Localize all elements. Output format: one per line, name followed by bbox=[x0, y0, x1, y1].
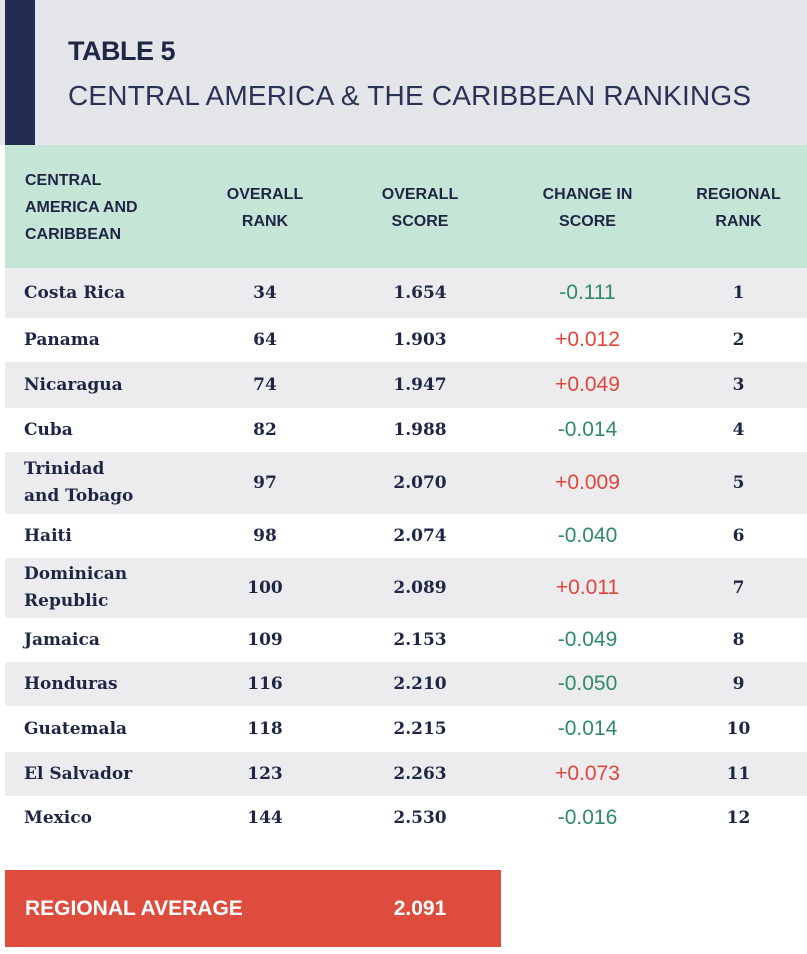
regional-rank: 7 bbox=[732, 578, 745, 598]
overall-score: 1.654 bbox=[393, 283, 447, 303]
regional-rank: 4 bbox=[732, 420, 745, 440]
table-row: Mexico 144 2.530 -0.016 12 bbox=[5, 796, 807, 840]
table-subtitle: CENTRAL AMERICA & THE CARIBBEAN RANKINGS bbox=[68, 80, 752, 111]
regional-rank: 10 bbox=[726, 719, 751, 739]
header-regional-rank: REGIONAL RANK bbox=[696, 186, 781, 230]
change-in-score: -0.049 bbox=[557, 628, 618, 651]
table-row: Nicaragua 74 1.947 +0.049 3 bbox=[5, 362, 807, 408]
change-in-score: -0.050 bbox=[557, 672, 618, 695]
change-in-score: +0.073 bbox=[555, 762, 620, 785]
country-name: Panama bbox=[24, 329, 100, 350]
overall-rank: 144 bbox=[247, 808, 283, 828]
regional-average-bar: REGIONAL AVERAGE 2.091 bbox=[5, 870, 501, 947]
overall-rank: 74 bbox=[253, 375, 277, 395]
table-row: Guatemala 118 2.215 -0.014 10 bbox=[5, 706, 807, 752]
overall-score: 1.988 bbox=[393, 420, 447, 440]
regional-rank: 12 bbox=[726, 808, 751, 828]
overall-score: 2.215 bbox=[393, 719, 447, 739]
country-name: Haiti bbox=[24, 525, 72, 546]
table-row: Haiti 98 2.074 -0.040 6 bbox=[5, 514, 807, 558]
overall-rank: 116 bbox=[247, 674, 283, 694]
table-row: Jamaica 109 2.153 -0.049 8 bbox=[5, 618, 807, 662]
change-in-score: +0.049 bbox=[555, 373, 620, 396]
country-name: Cuba bbox=[24, 419, 73, 440]
regional-rank: 6 bbox=[732, 526, 745, 546]
regional-rank: 1 bbox=[732, 283, 745, 303]
overall-rank: 118 bbox=[247, 719, 283, 739]
overall-score: 2.074 bbox=[393, 526, 447, 546]
table-title-area: TABLE 5 CENTRAL AMERICA & THE CARIBBEAN … bbox=[0, 0, 807, 145]
regional-rank: 3 bbox=[732, 375, 745, 395]
table-row: Honduras 116 2.210 -0.050 9 bbox=[5, 662, 807, 706]
header-overall-rank: OVERALL RANK bbox=[226, 186, 304, 230]
overall-score: 1.903 bbox=[393, 330, 447, 350]
change-in-score: -0.014 bbox=[557, 418, 618, 441]
overall-score: 2.089 bbox=[393, 578, 447, 598]
country-name: Trinidad and Tobago bbox=[24, 459, 134, 506]
change-in-score: +0.011 bbox=[555, 576, 620, 599]
country-name: Nicaragua bbox=[24, 374, 123, 395]
overall-score: 2.210 bbox=[393, 674, 447, 694]
table-row: El Salvador 123 2.263 +0.073 11 bbox=[5, 752, 807, 796]
table-row: Cuba 82 1.988 -0.014 4 bbox=[5, 408, 807, 452]
country-name: Guatemala bbox=[24, 718, 128, 739]
country-name: Costa Rica bbox=[24, 282, 126, 303]
table-row: Trinidad and Tobago 97 2.070 +0.009 5 bbox=[5, 452, 807, 514]
table-row: Costa Rica 34 1.654 -0.111 1 bbox=[5, 268, 807, 318]
regional-rank: 9 bbox=[732, 674, 745, 694]
regional-average-label: REGIONAL AVERAGE bbox=[25, 896, 243, 920]
change-in-score: +0.009 bbox=[555, 471, 620, 494]
change-in-score: -0.014 bbox=[557, 717, 618, 740]
overall-rank: 82 bbox=[253, 420, 277, 440]
country-name: El Salvador bbox=[24, 763, 133, 784]
regional-rank: 5 bbox=[732, 473, 745, 493]
overall-rank: 100 bbox=[247, 578, 283, 598]
country-name: Honduras bbox=[24, 673, 118, 694]
change-in-score: -0.040 bbox=[557, 524, 618, 547]
overall-score: 2.530 bbox=[393, 808, 447, 828]
header-region: CENTRAL AMERICA AND CARIBBEAN bbox=[25, 172, 138, 243]
overall-rank: 123 bbox=[247, 764, 283, 784]
regional-rank: 11 bbox=[726, 764, 751, 784]
change-in-score: -0.016 bbox=[557, 806, 618, 829]
regional-average-value: 2.091 bbox=[393, 896, 447, 920]
overall-score: 2.263 bbox=[393, 764, 447, 784]
accent-bar bbox=[5, 0, 35, 145]
regional-rank: 8 bbox=[732, 630, 745, 650]
overall-score: 2.070 bbox=[393, 473, 447, 493]
overall-rank: 34 bbox=[253, 283, 277, 303]
country-name: Dominican Republic bbox=[24, 564, 128, 611]
overall-score: 1.947 bbox=[393, 375, 447, 395]
overall-rank: 97 bbox=[253, 473, 277, 493]
overall-rank: 98 bbox=[253, 526, 277, 546]
country-name: Jamaica bbox=[24, 629, 100, 650]
overall-rank: 109 bbox=[247, 630, 283, 650]
header-change-in-score: CHANGE IN SCORE bbox=[542, 186, 633, 230]
overall-rank: 64 bbox=[253, 330, 277, 350]
table-number: TABLE 5 bbox=[68, 36, 176, 66]
table-header-row: CENTRAL AMERICA AND CARIBBEAN OVERALL RA… bbox=[5, 145, 807, 268]
change-in-score: +0.012 bbox=[555, 328, 620, 351]
table-row: Panama 64 1.903 +0.012 2 bbox=[5, 318, 807, 362]
country-name: Mexico bbox=[24, 807, 92, 828]
overall-score: 2.153 bbox=[393, 630, 447, 650]
table-row: Dominican Republic 100 2.089 +0.011 7 bbox=[5, 558, 807, 618]
header-overall-score: OVERALL SCORE bbox=[381, 186, 459, 230]
change-in-score: -0.111 bbox=[559, 281, 616, 304]
regional-rank: 2 bbox=[732, 330, 745, 350]
